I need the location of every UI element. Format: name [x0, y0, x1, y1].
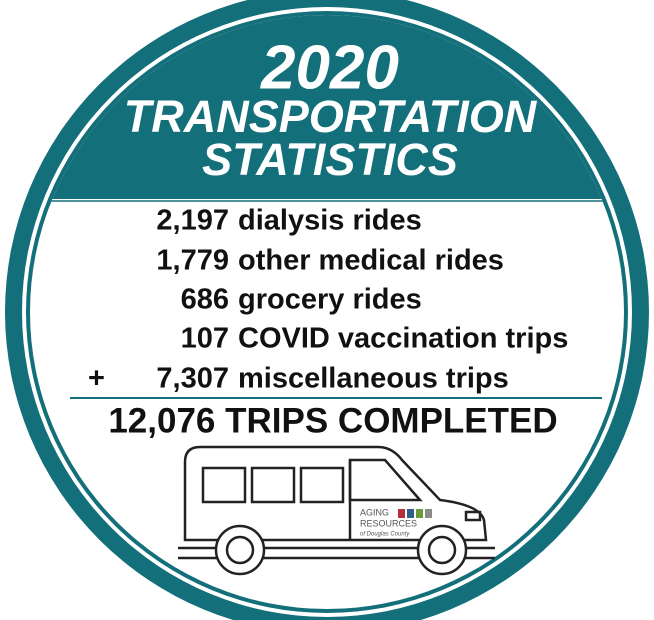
item-label: COVID vaccination trips — [238, 323, 568, 355]
item-number: 107 — [181, 323, 229, 355]
van — [178, 445, 495, 576]
item-label: grocery rides — [238, 284, 422, 316]
total: 12,076 TRIPS COMPLETED — [108, 401, 557, 440]
logo-text: RESOURCES — [360, 518, 417, 528]
logo-text: AGING — [360, 507, 389, 517]
logo-text: of Douglas County — [360, 532, 410, 538]
title-line: STATISTICS — [202, 134, 458, 185]
item-number: 7,307 — [156, 363, 229, 395]
year: 2020 — [260, 33, 399, 102]
title-line: TRANSPORTATION — [124, 91, 538, 142]
item-number: 2,197 — [156, 205, 229, 237]
item-label: miscellaneous trips — [238, 363, 509, 395]
item-number: 686 — [181, 284, 229, 316]
item-label: other medical rides — [238, 245, 504, 277]
item-number: 1,779 — [156, 245, 229, 277]
item-list: 2,197 dialysis rides 1,779 other medical ri… — [156, 205, 568, 395]
plus-sign: + — [88, 363, 105, 395]
item-label: dialysis rides — [238, 205, 422, 237]
